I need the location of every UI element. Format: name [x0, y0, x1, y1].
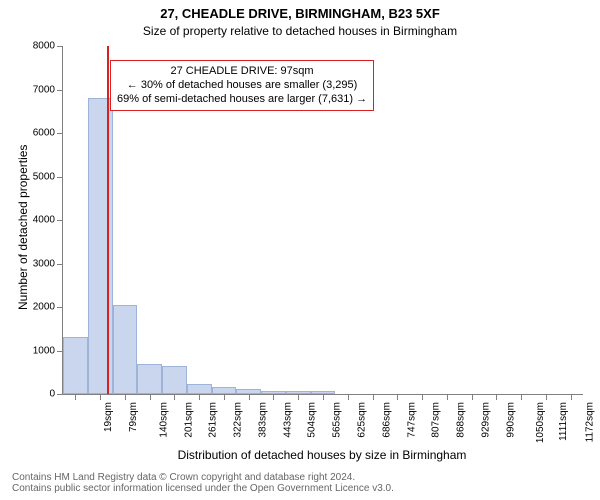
y-axis-label: Number of detached properties: [16, 145, 30, 310]
chart-page: 27, CHEADLE DRIVE, BIRMINGHAM, B23 5XF S…: [0, 0, 600, 500]
page-title: 27, CHEADLE DRIVE, BIRMINGHAM, B23 5XF: [0, 6, 600, 21]
marker-annotation: 27 CHEADLE DRIVE: 97sqm ← 30% of detache…: [110, 60, 374, 111]
histogram-bar: [187, 384, 212, 394]
x-tick: [422, 394, 423, 400]
x-tick-label: 1111sqm: [558, 402, 569, 441]
y-tick: [57, 90, 63, 91]
y-tick: [57, 46, 63, 47]
histogram-bar: [261, 391, 286, 394]
x-tick-label: 504sqm: [307, 402, 318, 438]
x-tick-label: 565sqm: [332, 402, 343, 438]
x-tick-label: 261sqm: [208, 402, 219, 438]
x-tick-label: 19sqm: [103, 402, 114, 432]
x-tick-label: 868sqm: [456, 402, 467, 438]
histogram-bar: [63, 337, 88, 394]
x-tick: [125, 394, 126, 400]
annotation-line1: 27 CHEADLE DRIVE: 97sqm: [117, 65, 367, 79]
x-tick-label: 807sqm: [431, 402, 442, 438]
y-tick: [57, 133, 63, 134]
x-tick: [521, 394, 522, 400]
x-tick: [323, 394, 324, 400]
x-tick: [75, 394, 76, 400]
x-tick: [472, 394, 473, 400]
histogram-bar: [311, 391, 336, 394]
x-tick-label: 1050sqm: [535, 402, 546, 443]
page-subtitle: Size of property relative to detached ho…: [0, 24, 600, 38]
y-tick: [57, 220, 63, 221]
histogram-bar: [162, 366, 187, 394]
x-tick-label: 686sqm: [381, 402, 392, 438]
x-tick-label: 747sqm: [406, 402, 417, 438]
annotation-line2: ← 30% of detached houses are smaller (3,…: [117, 79, 367, 93]
y-tick-label: 0: [49, 389, 55, 400]
x-tick: [249, 394, 250, 400]
marker-line: [107, 46, 109, 394]
histogram-bar: [212, 387, 237, 394]
x-tick-label: 322sqm: [233, 402, 244, 438]
attribution-line2: Contains public sector information licen…: [12, 483, 394, 494]
y-tick-label: 7000: [33, 84, 55, 95]
y-tick: [57, 307, 63, 308]
x-tick-label: 990sqm: [505, 402, 516, 438]
histogram-bar: [113, 305, 138, 394]
y-tick-label: 2000: [33, 302, 55, 313]
x-tick: [397, 394, 398, 400]
x-tick-label: 443sqm: [282, 402, 293, 438]
x-tick-label: 383sqm: [258, 402, 269, 438]
x-tick-label: 79sqm: [128, 402, 139, 432]
x-tick: [373, 394, 374, 400]
x-tick: [496, 394, 497, 400]
histogram-bar: [236, 389, 261, 394]
y-tick-label: 5000: [33, 171, 55, 182]
y-tick-label: 8000: [33, 41, 55, 52]
x-tick: [273, 394, 274, 400]
x-tick-label: 929sqm: [480, 402, 491, 438]
x-tick: [224, 394, 225, 400]
x-tick: [174, 394, 175, 400]
x-tick-label: 201sqm: [183, 402, 194, 438]
x-tick-label: 140sqm: [158, 402, 169, 438]
attribution-line1: Contains HM Land Registry data © Crown c…: [12, 472, 394, 483]
attribution: Contains HM Land Registry data © Crown c…: [12, 472, 394, 494]
histogram-bar: [286, 391, 311, 394]
y-tick: [57, 264, 63, 265]
y-tick-label: 1000: [33, 345, 55, 356]
y-tick: [57, 177, 63, 178]
x-tick: [571, 394, 572, 400]
x-tick-label: 1172sqm: [584, 402, 595, 442]
x-tick: [150, 394, 151, 400]
x-axis-label: Distribution of detached houses by size …: [62, 448, 582, 462]
y-tick-label: 3000: [33, 258, 55, 269]
y-tick-label: 4000: [33, 215, 55, 226]
annotation-line3: 69% of semi-detached houses are larger (…: [117, 93, 367, 107]
x-tick: [199, 394, 200, 400]
x-tick-label: 625sqm: [357, 402, 368, 438]
x-tick: [298, 394, 299, 400]
y-tick-label: 6000: [33, 128, 55, 139]
x-tick: [546, 394, 547, 400]
x-tick: [447, 394, 448, 400]
histogram-bar: [137, 364, 162, 394]
x-tick: [100, 394, 101, 400]
x-tick: [348, 394, 349, 400]
y-tick: [57, 394, 63, 395]
